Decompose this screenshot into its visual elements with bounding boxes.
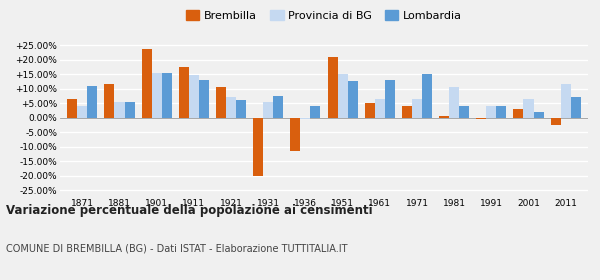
Bar: [412, 99, 422, 118]
Bar: [273, 96, 283, 118]
Bar: [449, 87, 459, 118]
Bar: [189, 76, 199, 118]
Bar: [253, 118, 263, 176]
Bar: [496, 106, 506, 118]
Bar: [310, 106, 320, 118]
Bar: [226, 97, 236, 118]
Bar: [142, 49, 152, 118]
Bar: [487, 106, 496, 118]
Bar: [125, 102, 134, 118]
Bar: [402, 106, 412, 118]
Bar: [385, 80, 395, 118]
Bar: [104, 84, 115, 118]
Bar: [115, 102, 125, 118]
Bar: [514, 109, 523, 118]
Bar: [459, 106, 469, 118]
Bar: [263, 102, 273, 118]
Text: COMUNE DI BREMBILLA (BG) - Dati ISTAT - Elaborazione TUTTITALIA.IT: COMUNE DI BREMBILLA (BG) - Dati ISTAT - …: [6, 244, 347, 254]
Bar: [476, 118, 487, 119]
Legend: Brembilla, Provincia di BG, Lombardia: Brembilla, Provincia di BG, Lombardia: [182, 6, 466, 25]
Bar: [422, 74, 432, 118]
Bar: [560, 84, 571, 118]
Bar: [88, 86, 97, 118]
Bar: [301, 118, 310, 119]
Bar: [161, 73, 172, 118]
Bar: [67, 99, 77, 118]
Bar: [77, 106, 88, 118]
Bar: [533, 112, 544, 118]
Bar: [290, 118, 301, 151]
Bar: [179, 67, 189, 118]
Bar: [571, 97, 581, 118]
Text: Variazione percentuale della popolazione ai censimenti: Variazione percentuale della popolazione…: [6, 204, 373, 217]
Bar: [375, 99, 385, 118]
Bar: [338, 74, 347, 118]
Bar: [439, 116, 449, 118]
Bar: [199, 80, 209, 118]
Bar: [328, 57, 338, 118]
Bar: [236, 100, 246, 118]
Bar: [551, 118, 560, 125]
Bar: [523, 99, 533, 118]
Bar: [216, 87, 226, 118]
Bar: [365, 103, 375, 118]
Bar: [347, 81, 358, 118]
Bar: [152, 73, 161, 118]
